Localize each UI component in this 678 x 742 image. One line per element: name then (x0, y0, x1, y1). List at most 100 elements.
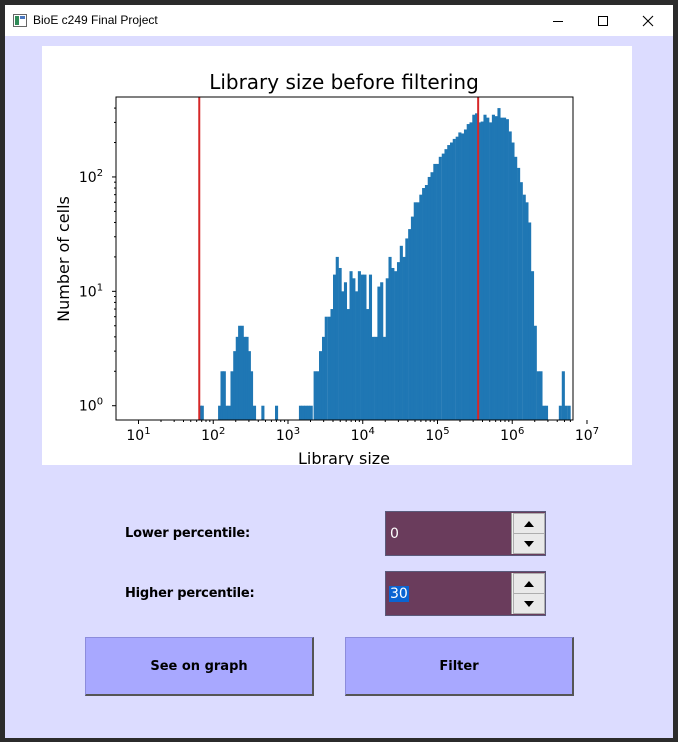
arrow-up-icon (524, 520, 534, 527)
histogram-bar (382, 336, 386, 420)
histogram-bar (494, 116, 498, 420)
histogram-bar (309, 405, 313, 420)
histogram-bar (343, 282, 348, 420)
histogram-bar (313, 371, 317, 420)
app-icon (13, 14, 27, 27)
histogram-bar (399, 245, 403, 420)
histogram-bar (360, 274, 364, 420)
histogram-bar (438, 156, 442, 420)
histogram-bar (275, 405, 279, 420)
histogram-bar (508, 131, 512, 420)
histogram-bar (391, 267, 395, 420)
histogram-bar (355, 291, 359, 420)
histogram-bar (452, 138, 456, 421)
arrow-down-icon (524, 600, 534, 607)
filter-button[interactable]: Filter (345, 637, 574, 696)
lower-spin-down-button[interactable] (513, 533, 545, 554)
see-on-graph-button[interactable]: See on graph (85, 637, 314, 696)
histogram-bar (227, 405, 231, 420)
maximize-button[interactable] (580, 5, 626, 36)
histogram-bar (371, 336, 375, 420)
lower-spin-up-button[interactable] (513, 513, 545, 534)
histogram-bar (319, 351, 323, 420)
histogram-bar (489, 122, 493, 420)
histogram-bar (252, 405, 257, 420)
histogram-bar (230, 371, 234, 420)
histogram-bar (327, 316, 331, 420)
close-icon (642, 15, 654, 26)
lower-spinbox-arrows (511, 513, 545, 554)
histogram-bar (306, 405, 310, 420)
higher-spin-up-button[interactable] (513, 573, 545, 594)
histogram-bar (198, 405, 202, 420)
chart-canvas: Library size before filtering Library si… (54, 70, 599, 465)
histogram-bar (233, 351, 237, 420)
histogram-bar (222, 371, 226, 420)
histogram-bar (536, 371, 540, 420)
histogram-bar (243, 336, 247, 420)
histogram-bar (366, 309, 370, 420)
histogram-bar (388, 256, 392, 420)
chart-title: Library size before filtering (209, 70, 479, 94)
x-tick-label: 101 (126, 426, 150, 444)
histogram-bar (338, 267, 342, 420)
histogram-bar (238, 325, 242, 420)
histogram-bar (316, 371, 320, 420)
histogram-bar (517, 167, 521, 420)
histogram-bar (441, 153, 445, 420)
x-tick-label: 103 (276, 426, 300, 444)
lower-percentile-spinbox[interactable]: 0 (385, 511, 546, 556)
histogram-bar (245, 336, 249, 420)
histogram-bar (424, 185, 429, 420)
histogram-chart: Library size before filtering Library si… (42, 46, 632, 465)
client-area: Library size before filtering Library si… (5, 36, 673, 738)
lower-percentile-value[interactable]: 0 (390, 526, 399, 542)
y-tick-label: 101 (79, 282, 103, 300)
histogram-bar (385, 278, 389, 420)
histogram-bar (405, 238, 409, 420)
title-bar[interactable]: BioE c249 Final Project (5, 5, 673, 36)
histogram-bar (505, 119, 509, 421)
higher-percentile-label: Higher percentile: (125, 586, 255, 601)
histogram-bar (525, 202, 529, 420)
histogram-bar (377, 286, 381, 420)
histogram-bar (247, 351, 251, 420)
histogram-bar (455, 136, 459, 421)
histogram-bar (472, 114, 476, 420)
histogram-bar (330, 309, 334, 420)
threshold-lines (198, 97, 480, 420)
histogram-bar (396, 262, 401, 420)
higher-percentile-spinbox[interactable]: 30 (385, 571, 546, 616)
histogram-bar (408, 229, 412, 420)
histogram-bar (324, 316, 328, 420)
higher-spinbox-arrows (511, 573, 545, 614)
histogram-bar (374, 336, 378, 420)
histogram-bar (349, 271, 353, 420)
histogram-bar (430, 172, 434, 420)
x-tick-label: 105 (425, 426, 449, 444)
histogram-bar (333, 274, 337, 420)
histogram-bar (522, 194, 526, 420)
histogram-bar (450, 142, 454, 420)
minimize-button[interactable] (535, 5, 581, 36)
histogram-bar (357, 271, 361, 420)
histogram-bar (463, 129, 468, 420)
higher-percentile-value[interactable]: 30 (389, 586, 409, 602)
close-button[interactable] (625, 5, 671, 36)
histogram-bar (225, 405, 229, 420)
histogram-bar (519, 182, 523, 420)
histogram-bar (528, 222, 532, 420)
histogram-bar (436, 163, 440, 421)
histogram-bars (198, 108, 571, 421)
histogram-bar (511, 142, 515, 420)
histogram-bar (561, 371, 565, 420)
axes-frame (115, 96, 574, 421)
histogram-bar (368, 274, 373, 420)
higher-spin-down-button[interactable] (513, 593, 545, 614)
histogram-bar (261, 405, 265, 420)
y-tick-label: 100 (79, 397, 103, 415)
histogram-bar (558, 405, 562, 420)
histogram-bar (402, 256, 406, 420)
y-axis-label: Number of cells (54, 196, 73, 322)
histogram-bar (500, 117, 504, 420)
